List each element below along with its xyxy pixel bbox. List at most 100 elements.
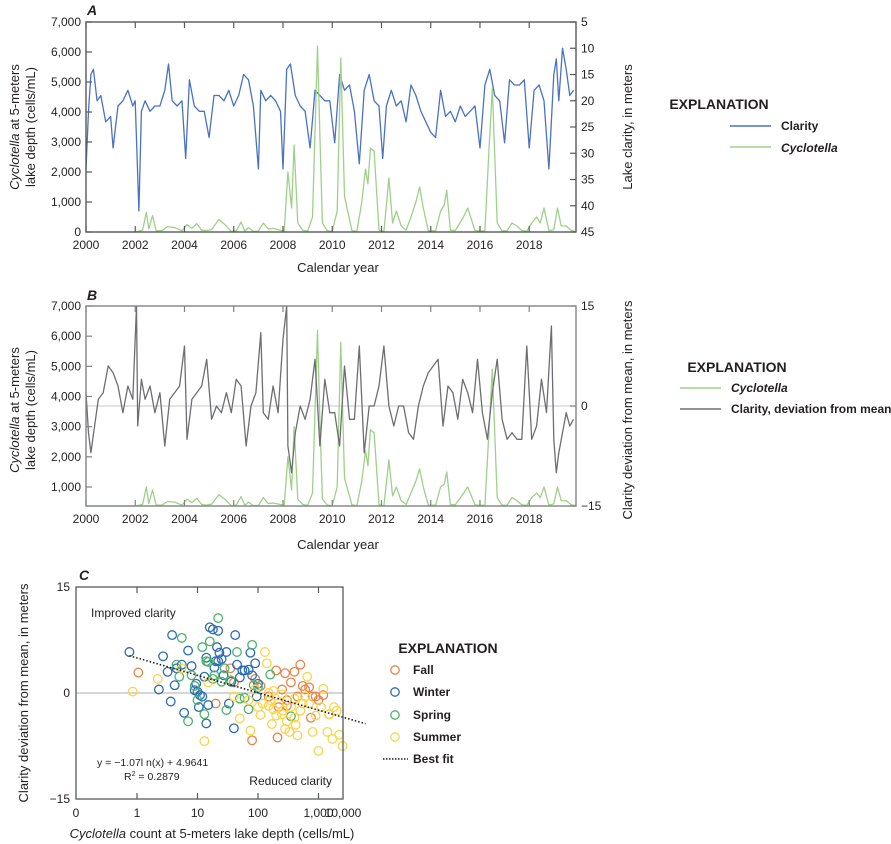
point-summer: [304, 698, 315, 709]
series-line-cyclotella: [86, 45, 575, 233]
point-winter: [193, 702, 204, 713]
panel-b-y-axis-title-line2: lake depth (cells/mL): [23, 350, 38, 470]
panel-c-y-axis: 15 0 −15: [50, 580, 71, 806]
point-fall: [285, 677, 296, 688]
point-spring: [253, 682, 263, 693]
point-winter: [253, 678, 263, 689]
x-tick-label: 2018: [516, 512, 543, 526]
y-tick-label: 2,000: [51, 450, 81, 464]
y2-tick-label: 15: [581, 68, 595, 82]
point-spring: [197, 642, 208, 653]
x-tick-label: 0: [73, 806, 80, 820]
legend-label-winter: Winter: [413, 685, 451, 699]
y2-tick-label: 45: [581, 225, 595, 239]
y-tick-label: 6,000: [51, 329, 81, 343]
panel-b-y-axis-title-line1: Cyclotella at 5-meters: [7, 347, 22, 473]
point-spring: [183, 716, 194, 727]
panel-a-y-axis-title-rest: at 5-meters: [7, 64, 22, 134]
y2-tick-label: 10: [581, 41, 595, 55]
point-spring: [243, 704, 254, 715]
point-winter: [167, 630, 178, 641]
point-spring: [232, 647, 242, 657]
panel-c-x-axis-title: Cyclotella count at 5-meters lake depth …: [70, 826, 355, 841]
x-tick-label: 10: [191, 806, 205, 820]
panel-a-y-axis-title-line2: lake depth (cells/mL): [23, 67, 38, 187]
y-tick-label: 3,000: [51, 135, 81, 149]
annotation-reduced-clarity: Reduced clarity: [249, 774, 332, 788]
point-winter: [169, 680, 180, 691]
x-tick-label: 2012: [368, 512, 395, 526]
point-spring: [213, 613, 224, 624]
legend-label-cyclotella-b: Cyclotella: [731, 381, 788, 395]
x-tick-label: 10,000: [325, 806, 362, 820]
point-summer: [127, 686, 138, 697]
panel-a-x-axis: 2000 2002 2004 2006 2008 2010 2012 2014 2016 2018: [73, 22, 543, 252]
point-summer: [295, 705, 306, 716]
r-squared-superscript: 2: [132, 771, 136, 778]
panel-c-x-axis-title-rest: count at 5-meters lake depth (cells/mL): [126, 826, 354, 841]
y-tick-label: 0: [63, 686, 70, 700]
point-spring: [221, 705, 232, 715]
point-spring: [192, 695, 203, 706]
x-tick-label: 2010: [319, 238, 346, 252]
panel-c-legend: EXPLANATION Fall Winter Spring Summer Be…: [383, 640, 498, 766]
legend-marker-winter: [390, 687, 400, 697]
y-tick-label: 3,000: [51, 420, 81, 434]
point-summer: [318, 683, 329, 694]
point-fall: [210, 698, 221, 709]
y2-tick-label: 30: [581, 146, 595, 160]
point-winter: [176, 659, 187, 670]
y-tick-label: 4,000: [51, 105, 81, 119]
point-spring: [176, 632, 187, 643]
point-winter: [223, 698, 234, 709]
x-tick-label: 100: [248, 806, 268, 820]
panel-c-label: C: [79, 567, 90, 583]
point-winter: [124, 647, 135, 657]
x-tick-label: 2004: [171, 238, 198, 252]
x-tick-label: 2006: [220, 238, 247, 252]
point-summer: [292, 730, 303, 741]
panel-b-legend-title: EXPLANATION: [687, 359, 786, 375]
point-fall: [272, 732, 283, 743]
x-tick-label: 2018: [516, 238, 543, 252]
point-fall: [280, 668, 291, 679]
y2-tick-label: 0: [581, 399, 588, 413]
point-spring: [189, 680, 200, 691]
point-winter: [207, 624, 218, 635]
y-tick-label: 15: [57, 580, 71, 594]
y-tick-label: 1,000: [51, 480, 81, 494]
legend-marker-fall: [390, 665, 400, 675]
panel-b-label: B: [87, 287, 97, 303]
y-tick-label: 5,000: [51, 359, 81, 373]
y2-tick-label: 25: [581, 120, 595, 134]
x-tick-label: 2000: [73, 238, 100, 252]
point-summer: [316, 702, 326, 713]
y2-tick-label: 5: [581, 15, 588, 29]
panel-b-legend: EXPLANATION Cyclotella Clarity, deviatio…: [680, 359, 891, 416]
y-tick-label: −15: [50, 792, 71, 806]
panel-b-left-axis: 1,000 2,000 3,000 4,000 5,000 6,000 7,000: [51, 299, 92, 494]
point-summer: [263, 700, 274, 711]
point-winter: [214, 647, 225, 658]
point-spring: [247, 639, 258, 650]
point-summer: [310, 710, 321, 721]
point-summer: [334, 729, 345, 740]
point-summer: [278, 705, 289, 716]
point-summer: [265, 695, 276, 706]
legend-label-fall: Fall: [413, 663, 434, 677]
point-fall: [289, 666, 300, 677]
panel-b-y-axis-title-italic: Cyclotella: [7, 417, 22, 473]
point-winter: [239, 665, 250, 676]
y-tick-label: 7,000: [51, 299, 81, 313]
point-winter: [245, 647, 256, 658]
x-tick-label: 2016: [467, 512, 494, 526]
point-summer: [243, 695, 254, 706]
point-fall: [133, 667, 144, 678]
point-summer: [290, 719, 301, 730]
point-fall: [292, 691, 303, 702]
y2-tick-label: 20: [581, 94, 595, 108]
series-line-clarity-deviation-from-mean: [85, 305, 575, 474]
x-tick-label: 1: [134, 806, 141, 820]
best-fit-line: [129, 654, 366, 725]
y-tick-label: 0: [74, 225, 81, 239]
